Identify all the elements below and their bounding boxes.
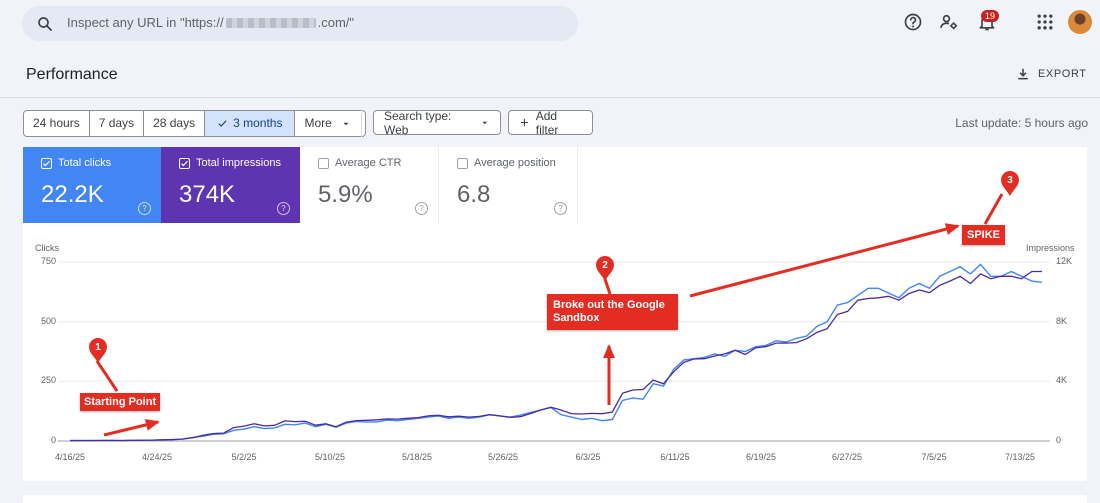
metric-average-ctr[interactable]: Average CTR 5.9% ? [300,147,439,223]
y-tick-right: 12K [1056,256,1073,266]
download-icon [1018,68,1028,80]
x-tick: 7/5/25 [921,452,947,462]
range-more-dropdown[interactable]: More [295,111,364,136]
y-tick-right: 0 [1056,435,1062,445]
y-tick-left: 250 [40,375,56,385]
annotation-number: 3 [1007,175,1013,186]
metric-label: Total impressions [196,157,281,169]
annotation-spike: SPIKE [962,225,1006,245]
x-tick: 5/26/25 [487,452,519,462]
range-24-hours[interactable]: 24 hours [24,111,90,136]
checkbox-unchecked-icon[interactable] [457,157,468,169]
annotation-marker-2 [596,256,614,281]
search-type-dropdown[interactable]: Search type: Web [373,108,501,137]
x-tick: 7/13/25 [1004,452,1036,462]
search-type-label: Search type: Web [384,108,452,137]
metric-average-position[interactable]: Average position 6.8 ? [439,147,578,223]
y-tick-right: 8K [1056,316,1068,326]
range-label: More [304,116,332,130]
x-tick: 5/18/25 [401,452,433,462]
y-tick-right: 4K [1056,375,1068,385]
user-settings-icon[interactable] [939,12,959,32]
metric-value: 22.2K [41,181,104,208]
range-label: 24 hours [33,116,80,130]
help-icon[interactable]: ? [415,202,428,215]
annotation-starting-point: Starting Point [80,393,161,411]
y-axis-left-label: Clicks [35,243,59,253]
add-filter-button[interactable]: Add filter [508,108,593,137]
annotation-google-sandbox: Broke out the Google Sandbox [547,294,678,330]
search-placeholder[interactable]: Inspect any URL in "https://.com/" [67,15,355,30]
page-title: Performance [26,66,118,83]
apps-grid-icon[interactable] [1035,12,1055,32]
account-avatar[interactable] [1068,10,1092,34]
range-label: 28 days [153,116,196,130]
metric-label: Total clicks [58,157,112,169]
notification-badge: 19 [981,10,999,22]
y-tick-left: 500 [40,316,56,326]
search-icon [38,17,52,31]
metric-label: Average position [474,157,556,169]
range-3-months[interactable]: 3 months [205,111,296,136]
x-tick: 6/27/25 [831,452,863,462]
top-bar: Inspect any URL in "https://.com/" 19 [0,0,1100,46]
x-tick: 4/24/25 [141,452,173,462]
add-filter-label: Add filter [535,108,559,137]
help-icon[interactable]: ? [277,202,290,215]
x-tick: 6/19/25 [745,452,777,462]
next-card-edge [23,495,1087,503]
help-icon[interactable]: ? [554,202,567,215]
metric-total-impressions[interactable]: Total impressions 374K ? [161,147,300,223]
annotation-number: 1 [95,342,101,353]
range-7-days[interactable]: 7 days [90,111,145,136]
dropdown-arrow-icon [482,121,488,124]
range-28-days[interactable]: 28 days [144,111,206,136]
y-tick-left: 0 [50,435,56,445]
annotation-text: Broke out the Google [553,299,665,311]
y-tick-left: 750 [40,256,56,266]
annotation-number: 2 [602,260,608,271]
metric-value: 5.9% [318,181,373,208]
plus-icon [520,118,528,127]
export-button[interactable]: EXPORT [1016,64,1087,84]
checkbox-unchecked-icon[interactable] [318,157,329,169]
range-label: 3 months [233,116,283,130]
x-tick: 6/11/25 [660,452,690,462]
metric-label: Average CTR [335,157,402,169]
metric-value: 6.8 [457,181,491,208]
date-range-selector: 24 hours 7 days 28 days 3 months More [23,110,366,137]
annotation-marker-1 [89,338,107,363]
check-icon [218,120,227,127]
dropdown-arrow-icon [343,122,349,125]
help-icon[interactable]: ? [138,202,151,215]
redacted-domain [225,18,316,28]
filter-divider [361,109,362,137]
x-tick: 5/2/25 [231,452,257,462]
last-update-text: Last update: 5 hours ago [955,116,1088,130]
annotation-marker-3 [1001,171,1019,196]
x-tick: 6/3/25 [575,452,601,462]
y-axis-right-label: Impressions [1026,243,1075,253]
header-divider [0,97,1100,98]
url-inspection-search[interactable]: Inspect any URL in "https://.com/" [22,6,578,41]
metric-total-clicks[interactable]: Total clicks 22.2K ? [23,147,161,223]
checkbox-checked-icon[interactable] [41,157,52,169]
export-label: EXPORT [1038,68,1087,80]
help-icon[interactable] [903,12,923,32]
metric-value: 374K [179,181,236,208]
range-label: 7 days [98,116,135,130]
x-tick: 5/10/25 [314,452,346,462]
checkbox-checked-icon[interactable] [179,157,190,169]
x-tick: 4/16/25 [54,452,86,462]
annotation-text: Sandbox [553,312,600,324]
